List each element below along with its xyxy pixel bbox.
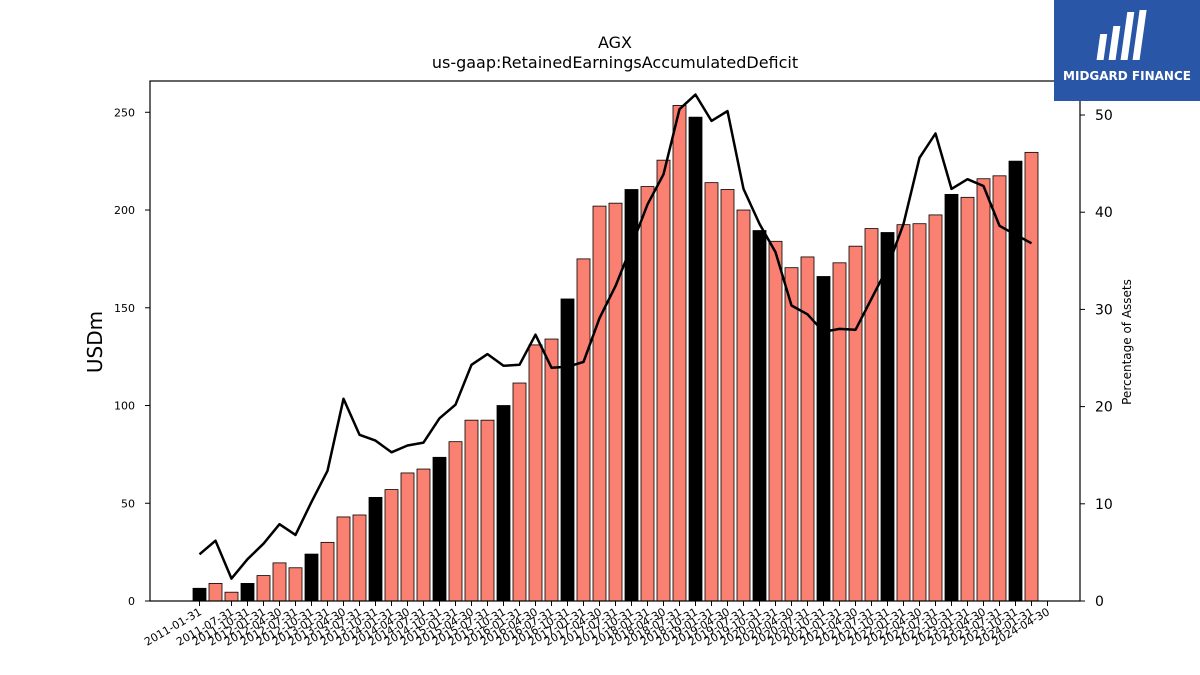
bar-2016-10-31 [560,298,575,602]
bar-2014-01-31 [384,489,399,602]
bar-2018-07-31 [672,105,687,602]
bar-2013-01-31 [320,541,335,602]
bar-2021-07-31 [864,228,879,602]
bar-2020-04-30 [784,267,799,602]
bar-2011-04-30 [208,583,223,602]
bar-2023-01-31 [960,196,975,602]
bar-2016-01-31 [512,382,527,602]
y-tick-label: 100 [114,400,135,413]
bar-2017-01-31 [576,258,591,602]
bar-2011-10-31 [240,583,255,602]
bar-2023-04-30 [976,178,991,602]
bar-2013-10-31 [368,496,383,602]
bar-2014-07-31 [416,468,431,602]
bar-2011-01-31 [192,587,207,602]
chart-subtitle: us-gaap:RetainedEarningsAccumulatedDefic… [432,53,798,72]
brand-logo: MIDGARD FINANCE [1054,0,1200,101]
bar-2012-10-31 [304,553,319,602]
y-tick-label: 150 [114,302,135,315]
bar-2015-04-30 [464,419,479,602]
chart-title: AGX [598,33,632,52]
axes: 050100150200250010203040502011-01-312011… [114,80,1113,649]
y2-tick-label: 20 [1095,400,1113,416]
bar-2021-04-30 [848,245,863,602]
y2-tick-label: 30 [1095,302,1113,318]
brand-name: MIDGARD FINANCE [1063,69,1191,83]
bar-series [192,105,1039,602]
bar-2020-01-31 [768,240,783,602]
bar-2022-04-30 [912,223,927,602]
bar-2017-07-31 [608,202,623,602]
bar-2018-04-30 [656,159,671,602]
bar-2021-10-31 [880,232,895,602]
bar-2012-01-31 [256,575,271,602]
brand-mark-icon [1096,10,1147,60]
bar-2021-01-31 [832,262,847,602]
bar-2024-01-31 [1024,151,1039,602]
bar-2019-01-31 [704,182,719,602]
bar-2012-07-31 [288,567,303,602]
bar-2019-10-31 [752,230,767,602]
bar-2023-10-31 [1008,160,1023,602]
bar-2022-10-31 [944,193,959,602]
bar-2014-04-30 [400,472,415,602]
percentage-of-assets-line [198,93,1033,580]
bar-2020-07-31 [800,256,815,602]
bar-2022-07-31 [928,214,943,602]
bar-2016-07-31 [544,338,559,602]
bar-2011-07-31 [224,591,239,602]
bar-2017-04-30 [592,205,607,602]
y2-tick-label: 50 [1095,108,1113,124]
bar-2017-10-31 [624,189,639,602]
bar-2022-01-31 [896,224,911,602]
bar-2016-04-30 [528,344,543,602]
y2-tick-label: 10 [1095,497,1113,513]
bar-2015-10-31 [496,405,511,602]
bar-2018-01-31 [640,186,655,602]
bar-2015-07-31 [480,419,495,602]
y-tick-label: 200 [114,204,135,217]
y-axis-label: USDm [83,311,107,373]
bar-2014-10-31 [432,456,447,602]
bar-2018-10-31 [688,116,703,602]
y-tick-label: 0 [128,595,135,608]
y2-tick-label: 0 [1095,594,1104,610]
bar-2013-04-30 [336,516,351,602]
bar-2012-04-30 [272,562,287,602]
y2-axis-label: Percentage of Assets [1120,279,1134,405]
bar-2023-07-31 [992,175,1007,602]
line-series [198,93,1033,580]
bar-2019-07-31 [736,209,751,602]
bar-2015-01-31 [448,441,463,602]
y2-tick-label: 40 [1095,205,1113,221]
y-tick-label: 250 [114,106,135,119]
bar-2013-07-31 [352,514,367,602]
bar-2019-04-30 [720,189,735,602]
y-tick-label: 50 [121,497,135,510]
